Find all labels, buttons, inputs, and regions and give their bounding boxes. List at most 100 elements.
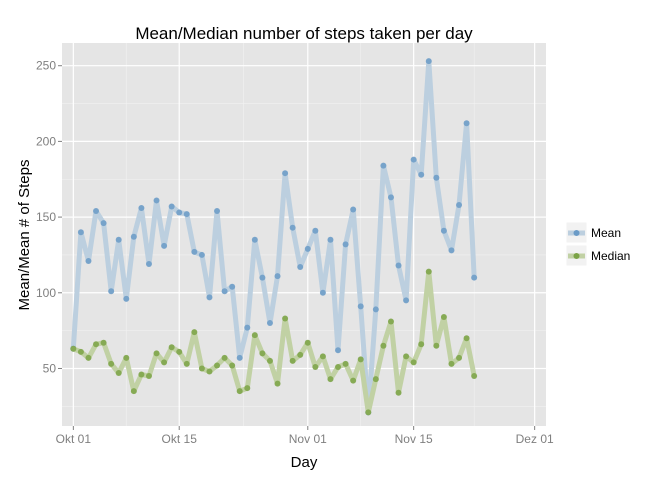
data-point-mean (456, 201, 463, 208)
data-point-median (350, 377, 357, 384)
data-point-mean (471, 274, 478, 281)
data-point-median (440, 314, 447, 321)
data-point-median (380, 342, 387, 349)
data-point-median (176, 348, 183, 355)
data-point-mean (123, 295, 130, 302)
x-tick-label: Okt 01 (56, 432, 92, 446)
x-axis: Okt 01 Okt 15 Nov 01 Nov 15 Dez 01 (56, 426, 554, 446)
data-point-mean (168, 203, 175, 210)
y-axis-title: Mean/Mean # of Steps (16, 160, 33, 311)
data-point-median (418, 341, 425, 348)
data-point-mean (304, 245, 311, 252)
chart-title: Mean/Median number of steps taken per da… (135, 24, 473, 43)
data-point-median (289, 357, 296, 364)
y-tick-label: 50 (43, 361, 57, 375)
x-tick-label: Okt 15 (162, 432, 198, 446)
data-point-median (168, 344, 175, 351)
data-point-mean (85, 257, 92, 264)
data-point-median (100, 339, 107, 346)
data-point-median (108, 360, 115, 367)
data-point-median (410, 359, 417, 366)
x-axis-title: Day (291, 454, 318, 471)
data-point-mean (183, 211, 190, 218)
data-point-mean (93, 208, 100, 215)
data-point-median (403, 353, 410, 360)
data-point-mean (425, 58, 432, 65)
legend-point-median (573, 253, 580, 259)
data-point-mean (410, 156, 417, 163)
data-point-median (123, 354, 130, 361)
data-point-mean (229, 283, 236, 290)
data-point-median (395, 389, 402, 396)
data-point-median (70, 345, 77, 352)
data-point-mean (380, 162, 387, 169)
legend-label-mean: Mean (591, 226, 621, 240)
y-tick-label: 100 (36, 286, 56, 300)
data-point-median (221, 354, 228, 361)
data-point-mean (297, 264, 304, 271)
data-point-median (335, 363, 342, 370)
data-point-median (130, 388, 137, 395)
data-point-median (282, 315, 289, 322)
y-tick-label: 200 (36, 134, 56, 148)
data-point-median (236, 388, 243, 395)
data-point-median (244, 385, 251, 392)
data-point-median (372, 376, 379, 383)
data-point-mean (395, 262, 402, 269)
data-point-mean (433, 174, 440, 181)
data-point-mean (312, 227, 319, 234)
data-point-mean (206, 294, 213, 301)
data-point-mean (335, 347, 342, 354)
data-point-median (327, 376, 334, 383)
y-tick-label: 150 (36, 210, 56, 224)
data-point-mean (108, 288, 115, 295)
data-point-median (229, 362, 236, 369)
data-point-mean (221, 288, 228, 295)
data-point-median (448, 360, 455, 367)
data-point-mean (372, 306, 379, 313)
data-point-mean (198, 251, 205, 258)
data-point-median (463, 335, 470, 342)
data-point-mean (357, 303, 364, 310)
data-point-median (456, 354, 463, 361)
data-point-mean (463, 120, 470, 127)
data-point-mean (100, 220, 107, 227)
data-point-median (342, 360, 349, 367)
data-point-median (145, 373, 152, 380)
data-point-median (365, 409, 372, 416)
series-line-mean (70, 58, 477, 415)
data-point-mean (327, 236, 334, 243)
data-point-median (266, 357, 273, 364)
data-point-median (85, 354, 92, 361)
data-point-median (425, 268, 432, 275)
data-point-median (387, 318, 394, 325)
data-point-mean (77, 229, 84, 236)
y-axis: 50 100 150 200 250 (36, 59, 62, 375)
x-tick-label: Nov 15 (395, 432, 433, 446)
data-point-mean (130, 233, 137, 240)
data-point-median (198, 365, 205, 372)
data-point-median (206, 368, 213, 375)
data-point-mean (448, 247, 455, 254)
data-point-median (357, 356, 364, 363)
data-point-median (319, 353, 326, 360)
data-point-median (471, 373, 478, 380)
data-point-mean (342, 241, 349, 248)
data-point-mean (244, 324, 251, 331)
data-point-mean (115, 236, 122, 243)
x-tick-label: Dez 01 (516, 432, 554, 446)
data-point-mean (274, 273, 281, 280)
data-point-mean (191, 248, 198, 255)
data-point-mean (387, 194, 394, 201)
data-point-mean (259, 274, 266, 281)
grid-major (62, 43, 546, 426)
data-point-mean (236, 354, 243, 361)
data-point-mean (282, 170, 289, 177)
data-point-median (297, 351, 304, 358)
data-point-mean (418, 171, 425, 178)
data-point-median (191, 329, 198, 336)
data-point-median (138, 371, 145, 378)
data-point-median (312, 363, 319, 370)
data-point-mean (266, 320, 273, 327)
